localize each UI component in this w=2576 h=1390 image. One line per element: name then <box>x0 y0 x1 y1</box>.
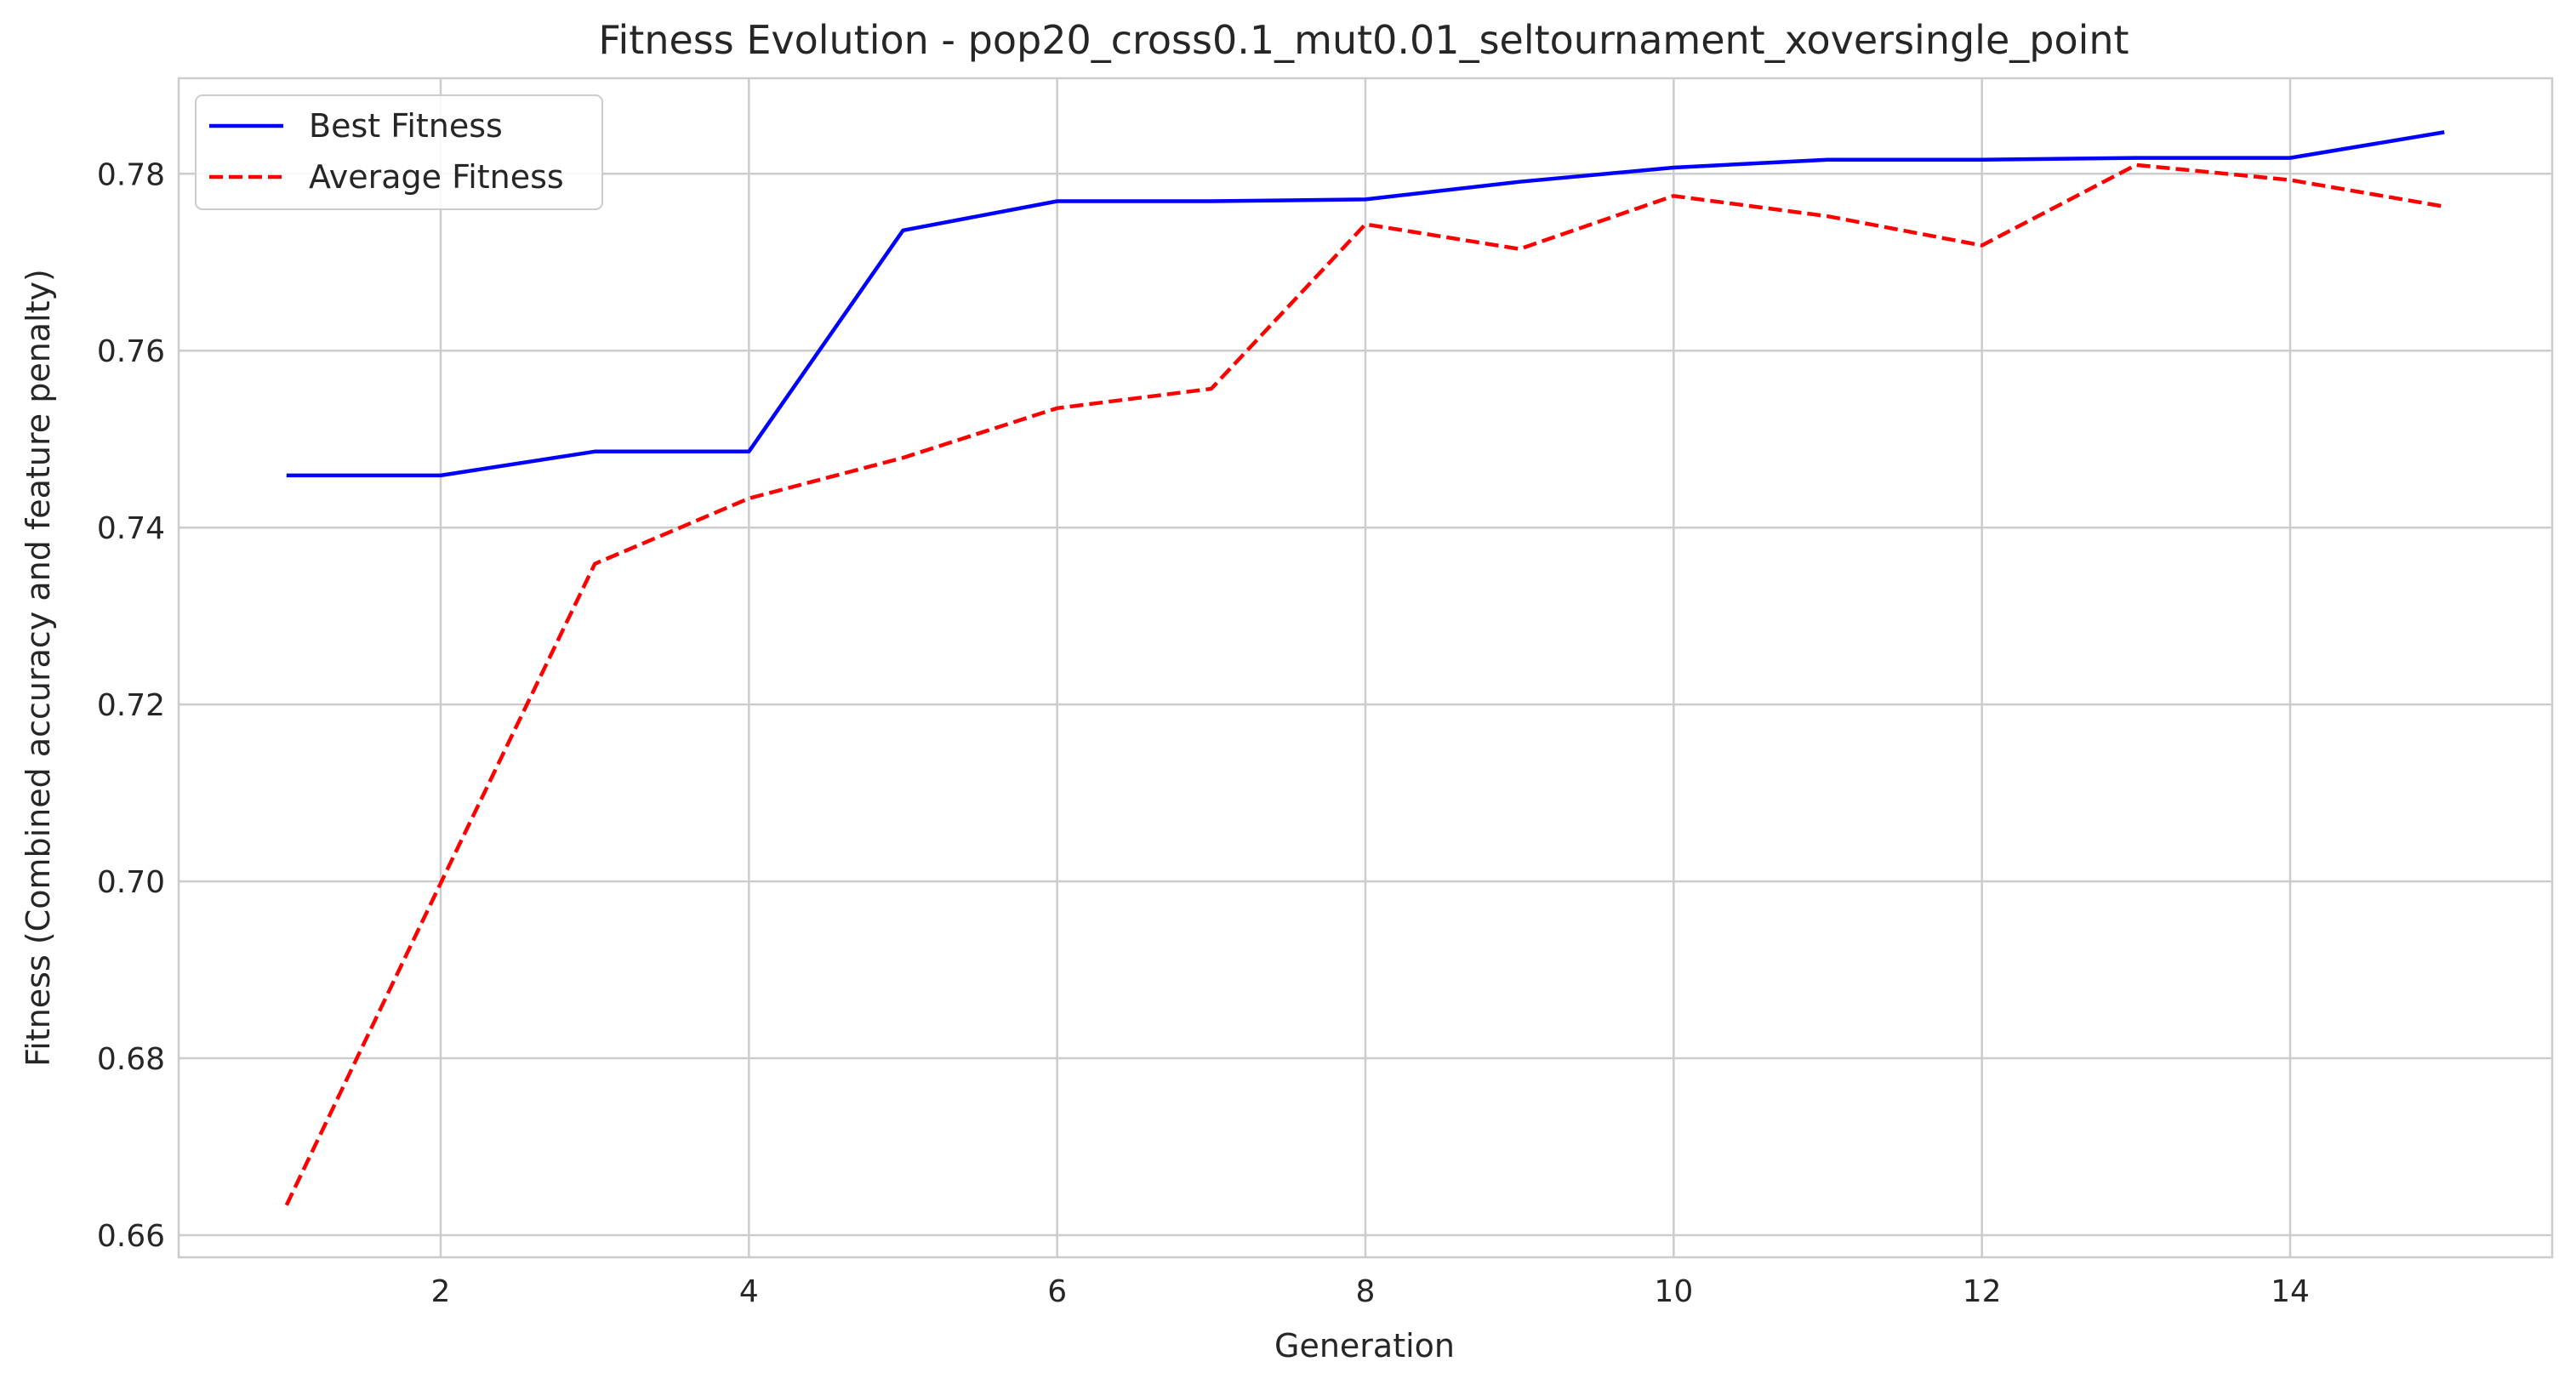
chart-title: Fitness Evolution - pop20_cross0.1_mut0.… <box>598 17 2129 63</box>
y-tick-label: 0.72 <box>97 688 165 723</box>
x-tick-label: 14 <box>2271 1274 2310 1309</box>
plot-frame <box>177 77 2554 1259</box>
x-tick-label: 6 <box>1047 1274 1067 1309</box>
x-tick-label: 10 <box>1654 1274 1693 1309</box>
y-tick-label: 0.70 <box>97 865 165 900</box>
x-tick-label: 12 <box>1963 1274 2002 1309</box>
x-tick-label: 2 <box>431 1274 451 1309</box>
y-tick-label: 0.76 <box>97 334 165 369</box>
tick-labels: 2 4 6 8 10 12 14 0.66 0.68 0.70 0.72 0.74 0.76 0.78 <box>97 157 2310 1309</box>
y-axis-label: Fitness (Combined accuracy and feature p… <box>20 269 57 1067</box>
legend-label-average-fitness: Average Fitness <box>309 158 564 196</box>
x-tick-label: 4 <box>739 1274 759 1309</box>
series-line-average-fitness <box>284 162 2445 1206</box>
x-tick-label: 8 <box>1356 1274 1376 1309</box>
y-tick-label: 0.66 <box>97 1219 165 1254</box>
series-layer <box>284 130 2445 1206</box>
legend-box <box>195 94 603 210</box>
legend-label-best-fitness: Best Fitness <box>309 107 503 145</box>
grid-lines <box>179 78 2552 1257</box>
x-axis-label: Generation <box>1274 1327 1455 1364</box>
y-tick-label: 0.78 <box>97 157 165 192</box>
y-tick-label: 0.68 <box>97 1042 165 1077</box>
legend: Best Fitness Average Fitness <box>195 94 603 210</box>
y-tick-label: 0.74 <box>97 511 165 546</box>
series-line-best-fitness <box>286 130 2445 478</box>
